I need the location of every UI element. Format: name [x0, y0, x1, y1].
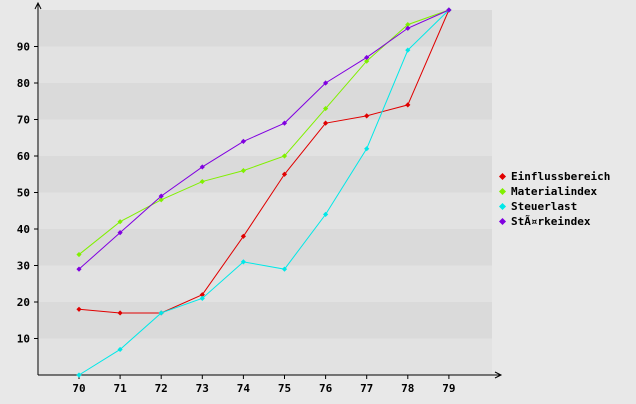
- y-tick-label: 40: [17, 223, 30, 236]
- data-point: [281, 153, 288, 159]
- series-line: [78, 9, 450, 314]
- grid-band: [39, 229, 492, 266]
- data-point: [364, 54, 370, 61]
- data-point: [364, 58, 370, 64]
- data-point: [158, 310, 164, 316]
- series-line: [78, 9, 450, 376]
- data-point: [323, 105, 329, 112]
- y-tick-label: 90: [17, 41, 30, 54]
- legend-label-einflussbereich: Einflussbereich: [511, 170, 611, 183]
- x-tick-label: 75: [278, 382, 291, 395]
- data-point: [364, 146, 370, 152]
- data-point: [405, 102, 411, 108]
- legend-item-einflussbereich: Einflussbereich: [498, 169, 610, 184]
- x-tick-label: 79: [442, 382, 455, 395]
- grid-band: [39, 156, 492, 193]
- data-point: [76, 266, 82, 272]
- y-tick-label: 60: [17, 150, 30, 163]
- x-tick-label: 77: [360, 382, 373, 395]
- data-point: [240, 259, 246, 265]
- grid-band: [39, 338, 492, 375]
- legend-label-materialindex: Materialindex: [511, 185, 598, 198]
- data-point: [323, 120, 329, 126]
- grid-band: [39, 83, 492, 120]
- x-tick-label: 76: [319, 382, 333, 395]
- grid-band: [39, 46, 492, 83]
- data-point: [117, 310, 123, 316]
- chart-legend: Einflussbereich Materialindex Steuerlast…: [498, 169, 610, 229]
- data-point: [323, 80, 329, 86]
- y-tick-label: 70: [17, 114, 30, 127]
- x-tick-label: 78: [401, 382, 414, 395]
- data-point: [199, 295, 205, 301]
- data-point: [240, 233, 246, 239]
- legend-label-staerkeindex: StÃ¤rkeindex: [511, 215, 591, 228]
- legend-marker-staerkeindex: [498, 217, 507, 226]
- grid-band: [39, 265, 492, 302]
- data-point: [117, 219, 123, 225]
- y-axis-arrow: [34, 1, 42, 10]
- y-tick-label: 10: [17, 333, 30, 346]
- legend-item-steuerlast: Steuerlast: [498, 199, 610, 214]
- x-tick-label: 71: [113, 382, 127, 395]
- data-point: [158, 193, 164, 199]
- legend-marker-steuerlast: [498, 202, 507, 211]
- legend-label-steuerlast: Steuerlast: [511, 200, 578, 213]
- data-point: [323, 211, 329, 217]
- data-point: [405, 25, 411, 31]
- data-point: [117, 346, 123, 353]
- data-point: [199, 164, 205, 170]
- legend-item-materialindex: Materialindex: [498, 184, 610, 199]
- data-point: [240, 168, 246, 174]
- series-line: [78, 9, 450, 270]
- data-point: [76, 251, 82, 258]
- legend-marker-materialindex: [498, 187, 507, 196]
- legend-marker-einflussbereich: [498, 172, 507, 181]
- grid-band: [39, 192, 492, 229]
- y-tick-label: 80: [17, 77, 30, 90]
- x-axis-arrow: [494, 371, 503, 379]
- grid-band: [39, 10, 492, 47]
- data-point: [405, 47, 411, 53]
- x-tick-label: 70: [72, 382, 85, 395]
- data-point: [281, 171, 288, 177]
- data-point: [158, 197, 164, 203]
- x-tick-label: 74: [237, 382, 251, 395]
- data-point: [281, 266, 288, 272]
- data-point: [240, 138, 246, 144]
- data-point: [199, 292, 205, 298]
- data-point: [76, 306, 82, 312]
- data-point: [199, 178, 205, 185]
- y-tick-label: 20: [17, 296, 30, 309]
- grid-band: [39, 302, 492, 339]
- data-point: [364, 113, 370, 119]
- x-tick-label: 73: [196, 382, 209, 395]
- data-point: [117, 230, 123, 236]
- y-tick-label: 50: [17, 187, 30, 200]
- legend-item-staerkeindex: StÃ¤rkeindex: [498, 214, 610, 229]
- y-tick-label: 30: [17, 260, 30, 273]
- x-tick-label: 72: [155, 382, 168, 395]
- data-point: [281, 120, 288, 126]
- data-point: [446, 7, 452, 13]
- grid-band: [39, 119, 492, 156]
- data-point: [76, 372, 82, 378]
- data-point: [405, 22, 411, 28]
